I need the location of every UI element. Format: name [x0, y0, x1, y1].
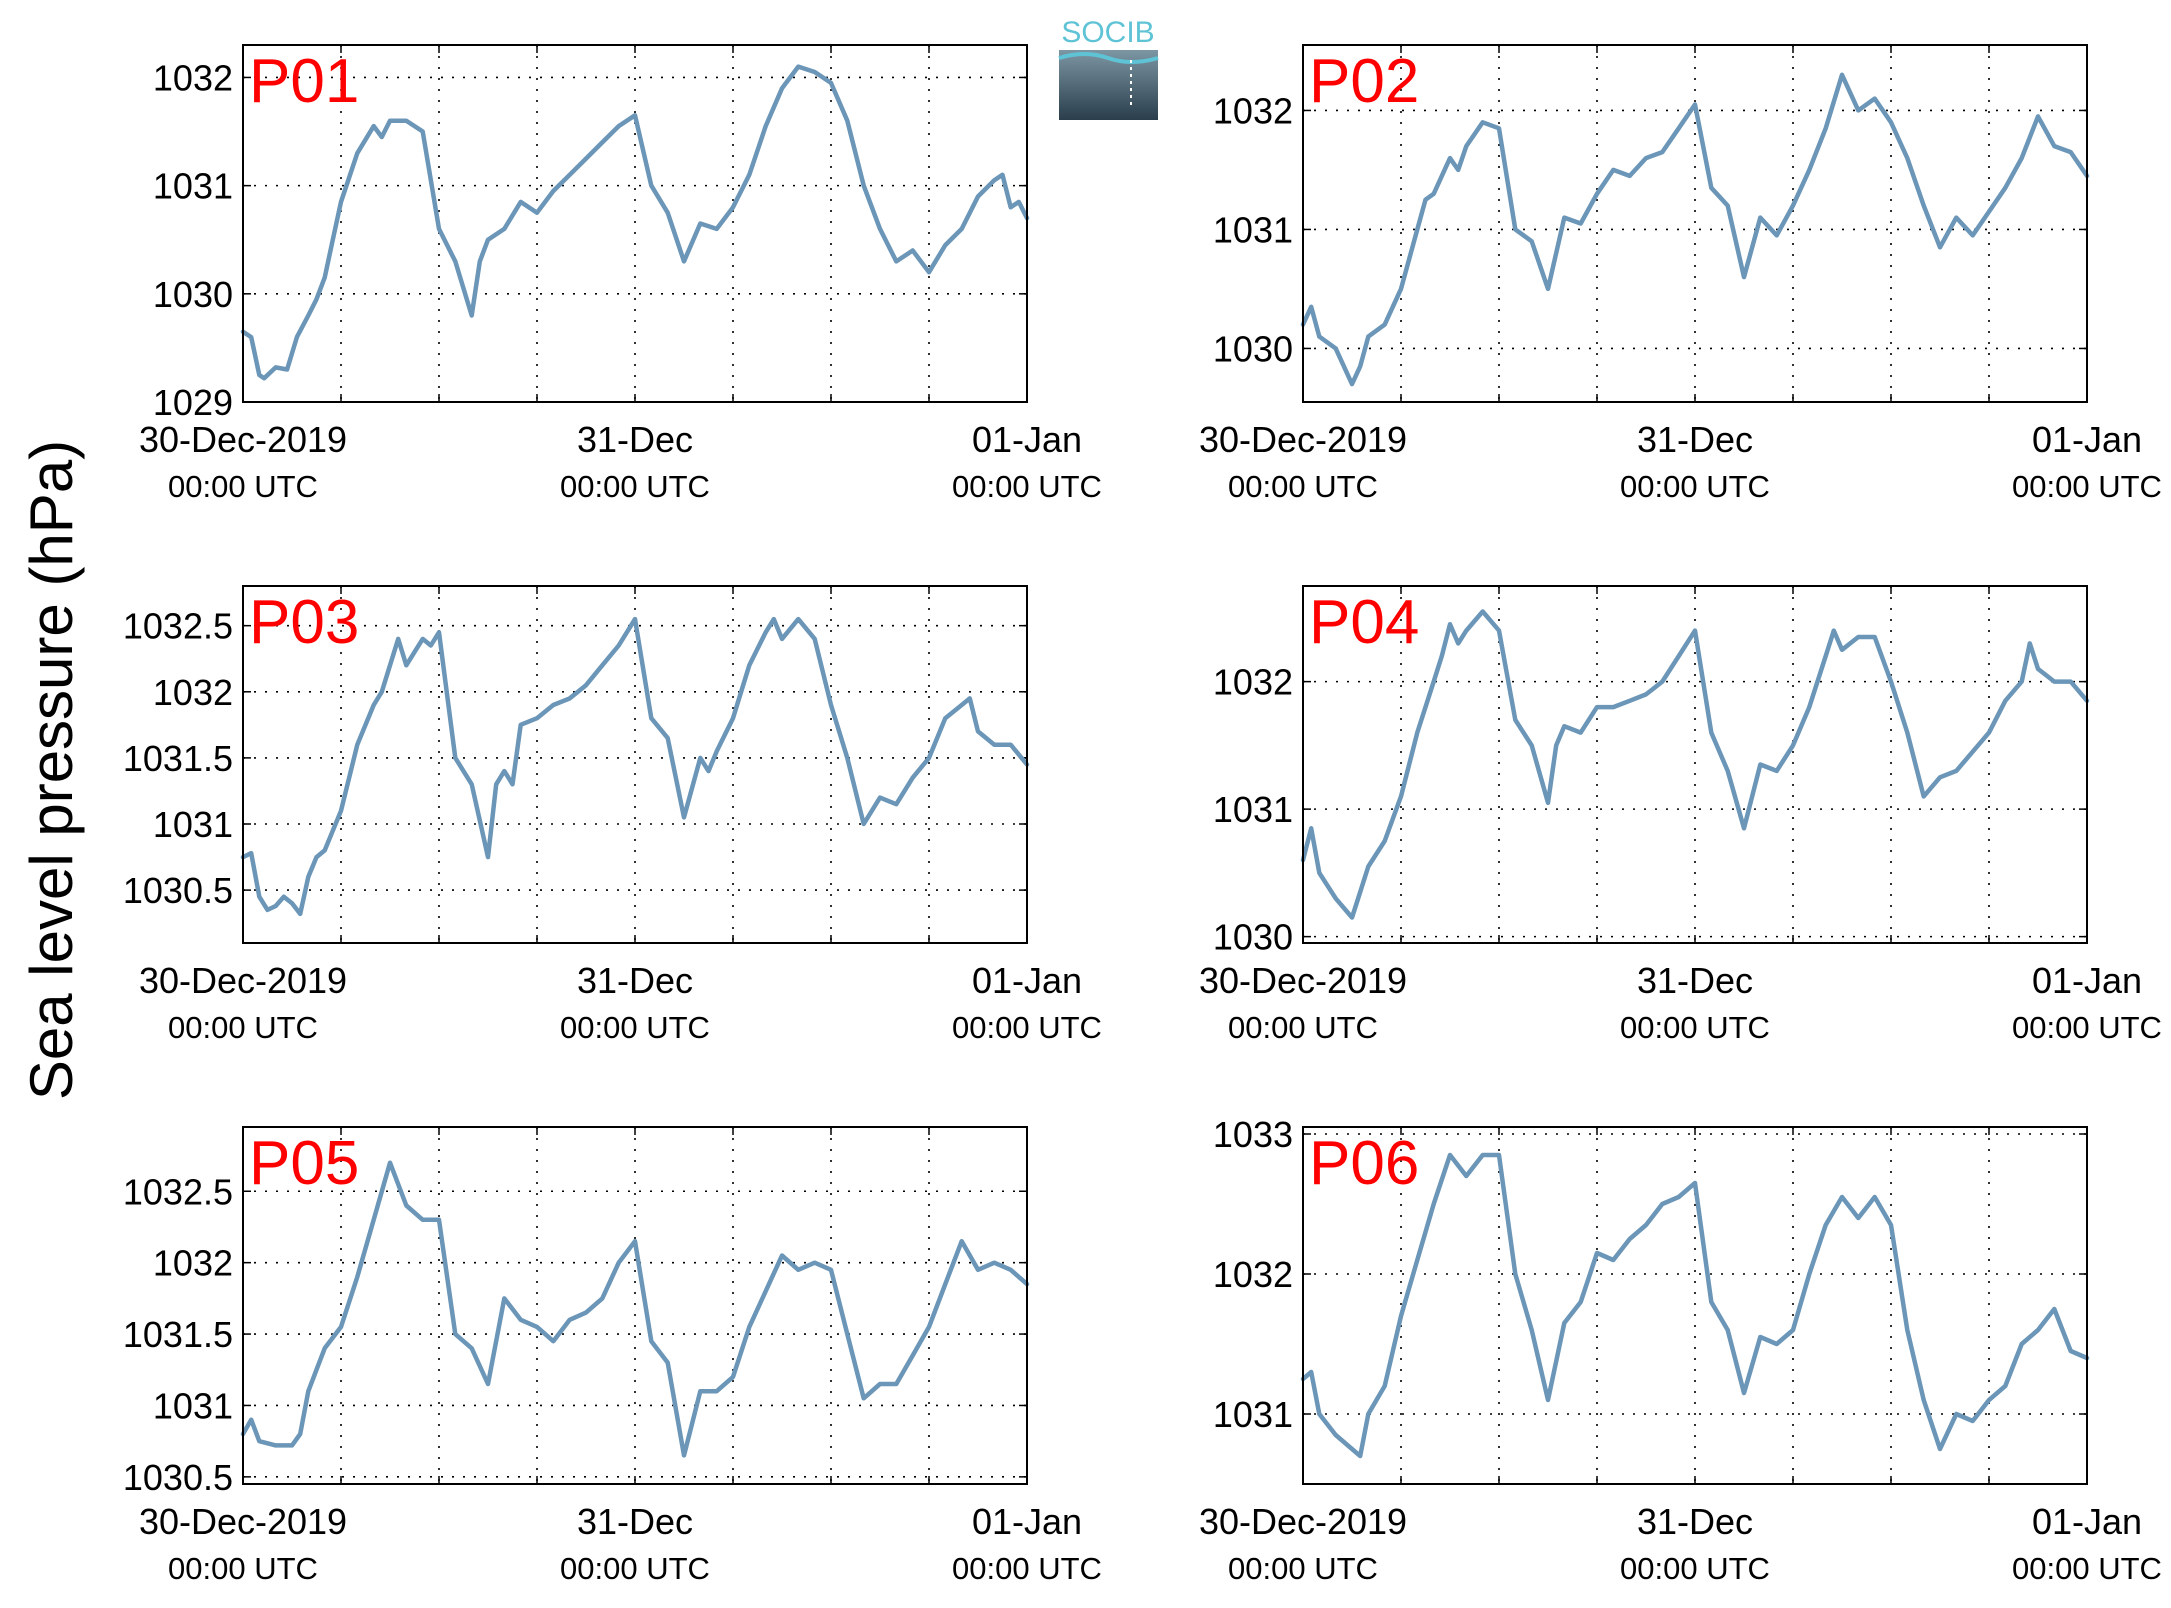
x-tick-time: 00:00 UTC — [1620, 1010, 1770, 1045]
y-tick-label: 1030 — [153, 274, 233, 315]
panel-title: P06 — [1309, 1129, 1419, 1198]
y-tick-label: 1031 — [153, 166, 233, 207]
x-tick-date: 01-Jan — [972, 1501, 1082, 1542]
y-tick-label: 1030 — [1213, 328, 1293, 369]
y-axis-label: Sea level pressure (hPa) — [18, 440, 85, 1100]
y-tick-label: 1032.5 — [123, 606, 233, 647]
x-tick-time: 00:00 UTC — [2012, 1551, 2162, 1586]
x-tick-time: 00:00 UTC — [1620, 1551, 1770, 1586]
x-tick-time: 00:00 UTC — [2012, 469, 2162, 504]
x-tick-time: 00:00 UTC — [1228, 1010, 1378, 1045]
x-tick-date: 01-Jan — [972, 960, 1082, 1001]
x-tick-time: 00:00 UTC — [1228, 1551, 1378, 1586]
series-line — [240, 1160, 1030, 1458]
y-tick-label: 1030.5 — [123, 1457, 233, 1498]
axes-frame — [242, 585, 1028, 944]
x-tick-date: 30-Dec-2019 — [1199, 960, 1407, 1001]
x-tick-time: 00:00 UTC — [560, 1010, 710, 1045]
y-tick-label: 1031 — [153, 804, 233, 845]
x-tick-date: 01-Jan — [972, 419, 1082, 460]
x-tick-time: 00:00 UTC — [168, 1010, 318, 1045]
x-tick-date: 01-Jan — [2032, 960, 2142, 1001]
x-tick-date: 01-Jan — [2032, 419, 2142, 460]
plot-area — [243, 1127, 1027, 1484]
logo-text: SOCIB — [1061, 16, 1154, 49]
y-tick-label: 1030.5 — [123, 870, 233, 911]
x-tick-time: 00:00 UTC — [952, 1010, 1102, 1045]
x-tick-date: 31-Dec — [1637, 960, 1753, 1001]
panel-p01: 1029 1030 1031 1032 30-Dec-2019 00:00 UTC 31-D… — [139, 44, 1102, 504]
x-tick-time: 00:00 UTC — [168, 469, 318, 504]
series-line — [1300, 609, 2090, 920]
axes-frame — [242, 1126, 1028, 1485]
y-tick-label: 1031 — [1213, 1394, 1293, 1435]
y-tick-label: 1031 — [1213, 789, 1293, 830]
series-line — [1300, 72, 2090, 387]
axes-frame — [1302, 585, 2088, 944]
axes-frame — [242, 44, 1028, 403]
panel-p02: 1030 1031 1032 30-Dec-2019 00:00 UTC 31-Dec 00… — [1199, 44, 2162, 504]
x-tick-time: 00:00 UTC — [1620, 469, 1770, 504]
x-tick-time: 00:00 UTC — [560, 469, 710, 504]
x-tick-date: 31-Dec — [577, 960, 693, 1001]
x-tick-date: 31-Dec — [1637, 1501, 1753, 1542]
x-tick-time: 00:00 UTC — [1228, 469, 1378, 504]
panel-p04: 1030 1031 1032 30-Dec-2019 00:00 UTC 31-Dec 00… — [1199, 585, 2162, 1045]
y-tick-label: 1032.5 — [123, 1171, 233, 1212]
x-tick-date: 30-Dec-2019 — [1199, 1501, 1407, 1542]
x-tick-time: 00:00 UTC — [168, 1551, 318, 1586]
y-tick-label: 1031 — [1213, 209, 1293, 250]
plot-area — [243, 45, 1027, 402]
series-line — [240, 64, 1030, 381]
series-line — [1300, 1152, 2090, 1459]
panel-title: P02 — [1309, 47, 1419, 116]
y-tick-label: 1032 — [1213, 662, 1293, 703]
y-tick-label: 1031.5 — [123, 1314, 233, 1355]
x-tick-date: 31-Dec — [1637, 419, 1753, 460]
panel-p03: 1030.5 1031 1031.5 1032 1032.5 30-Dec-2019 00:… — [123, 585, 1102, 1045]
plot-area — [243, 586, 1027, 943]
panel-p06: 1031 1032 1033 30-Dec-2019 00:00 UTC 31-Dec 00… — [1199, 1114, 2162, 1586]
x-tick-date: 31-Dec — [577, 1501, 693, 1542]
x-tick-time: 00:00 UTC — [560, 1551, 710, 1586]
y-tick-label: 1029 — [153, 382, 233, 423]
x-tick-date: 30-Dec-2019 — [139, 419, 347, 460]
x-tick-date: 01-Jan — [2032, 1501, 2142, 1542]
panel-title: P05 — [249, 1129, 359, 1198]
series-line — [240, 616, 1030, 917]
panel-title: P04 — [1309, 588, 1419, 657]
y-tick-label: 1032 — [153, 672, 233, 713]
y-tick-label: 1031.5 — [123, 738, 233, 779]
axes-frame — [1302, 44, 2088, 403]
x-tick-date: 30-Dec-2019 — [139, 960, 347, 1001]
y-tick-label: 1032 — [1213, 1254, 1293, 1295]
x-tick-time: 00:00 UTC — [952, 469, 1102, 504]
plot-area — [1303, 1127, 2087, 1484]
panel-p05: 1030.5 1031 1031.5 1032 1032.5 30-Dec-2019 00:… — [123, 1126, 1102, 1586]
x-tick-date: 31-Dec — [577, 419, 693, 460]
x-tick-time: 00:00 UTC — [2012, 1010, 2162, 1045]
y-tick-label: 1031 — [153, 1385, 233, 1426]
panel-title: P03 — [249, 588, 359, 657]
y-tick-label: 1030 — [1213, 917, 1293, 958]
y-tick-label: 1033 — [1213, 1114, 1293, 1155]
panel-title: P01 — [249, 47, 359, 116]
x-tick-date: 30-Dec-2019 — [139, 1501, 347, 1542]
y-tick-label: 1032 — [153, 1243, 233, 1284]
axes-frame — [1302, 1126, 2088, 1485]
socib-logo: SOCIB — [1058, 16, 1159, 120]
y-tick-label: 1032 — [1213, 90, 1293, 131]
x-tick-time: 00:00 UTC — [952, 1551, 1102, 1586]
y-tick-label: 1032 — [153, 57, 233, 98]
x-tick-date: 30-Dec-2019 — [1199, 419, 1407, 460]
